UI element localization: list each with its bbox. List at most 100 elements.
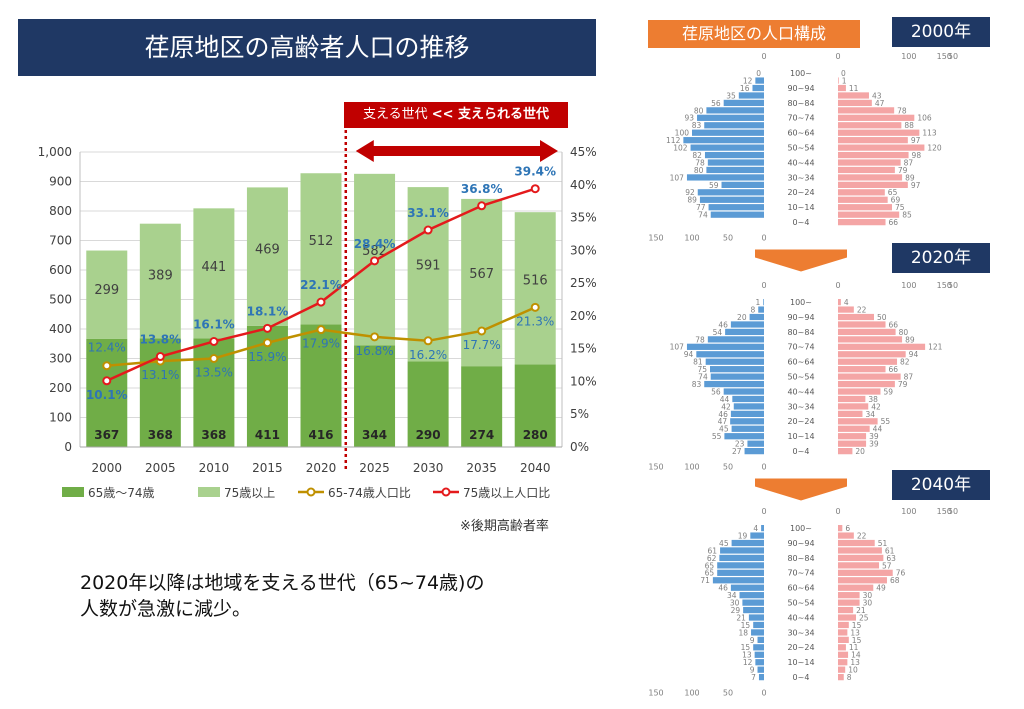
- male-value: 55: [712, 432, 722, 441]
- bar-65-74: [86, 338, 128, 447]
- bar-label-75-plus: 512: [309, 234, 334, 249]
- male-bar: [744, 448, 764, 455]
- male-bar: [717, 569, 764, 576]
- male-value: 78: [695, 158, 705, 167]
- red-point: [262, 323, 272, 333]
- y2-tick-label: 15%: [570, 342, 597, 356]
- female-value: 6: [845, 524, 850, 533]
- bar-label-75-plus: 591: [416, 259, 441, 274]
- red-data-label: 18.1%: [247, 304, 289, 318]
- pyramid-axis-tick: 0: [761, 281, 766, 290]
- age-group-label: 50~54: [787, 144, 814, 153]
- male-value: 107: [670, 173, 685, 182]
- female-bar: [838, 211, 900, 218]
- female-value: 94: [909, 350, 919, 359]
- female-value: 79: [898, 166, 908, 175]
- male-value: 81: [693, 358, 703, 367]
- pyramid-axis-tick: 50: [948, 281, 958, 290]
- female-bar: [838, 92, 869, 99]
- male-bar: [730, 418, 764, 425]
- female-bar: [838, 77, 839, 84]
- female-value: 13: [850, 658, 860, 667]
- red-data-label: 10.1%: [86, 388, 128, 402]
- female-value: 30: [863, 591, 873, 600]
- male-bar: [730, 584, 764, 591]
- female-value: 22: [857, 531, 867, 540]
- gold-data-label: 13.1%: [141, 368, 179, 382]
- y-tick-label: 700: [49, 234, 72, 248]
- age-group-label: 20~24: [787, 643, 814, 652]
- pyramid-axis-tick: 0: [761, 507, 766, 516]
- bar-label-65-74: 416: [308, 428, 333, 442]
- female-value: 88: [904, 121, 914, 130]
- female-value: 42: [871, 402, 881, 411]
- female-value: 14: [851, 651, 861, 660]
- pyramid-axis-tick: 0: [835, 52, 840, 61]
- female-value: 11: [849, 643, 859, 652]
- male-bar: [683, 137, 764, 144]
- year-badge-2000: 2000年: [892, 17, 990, 47]
- male-value: 56: [711, 99, 721, 108]
- age-group-label: 70~74: [787, 343, 814, 352]
- pyramid-axis-tick: 100: [901, 507, 916, 516]
- male-value: 27: [732, 447, 742, 456]
- age-group-label: 10~14: [787, 203, 814, 212]
- male-value: 74: [698, 211, 708, 220]
- female-value: 49: [876, 584, 886, 593]
- female-value: 21: [856, 606, 866, 615]
- female-value: 0: [841, 69, 846, 78]
- female-bar: [838, 395, 866, 403]
- red-point: [423, 225, 433, 235]
- pyramid-axis-tick: 0: [835, 281, 840, 290]
- female-bar: [838, 584, 874, 591]
- male-bar: [738, 92, 764, 99]
- age-group-label: 40~44: [787, 613, 814, 622]
- male-bar: [704, 122, 764, 129]
- pyramid-axis-tick: 100: [684, 233, 699, 242]
- pyramid-axis-tick: 0: [761, 462, 766, 471]
- female-value: 59: [883, 387, 893, 396]
- pyramid-axis-tick: 100: [901, 52, 916, 61]
- male-bar: [707, 159, 764, 166]
- pyramid-axis-tick: 150: [648, 233, 663, 242]
- male-value: 62: [707, 554, 717, 563]
- male-value: 15: [741, 621, 751, 630]
- pyramid-title: 荏原地区の人口構成: [648, 20, 860, 48]
- age-group-label: 20~24: [787, 188, 814, 197]
- female-bar: [838, 321, 886, 328]
- male-value: 13: [742, 651, 752, 660]
- male-value: 44: [720, 395, 730, 404]
- female-value: 65: [888, 188, 898, 197]
- bar-label-75-plus: 469: [255, 243, 280, 258]
- male-value: 7: [751, 673, 756, 682]
- female-bar: [838, 651, 849, 658]
- red-data-label: 36.8%: [461, 182, 503, 196]
- male-bar: [697, 189, 764, 196]
- male-value: 65: [705, 561, 715, 570]
- age-group-label: 80~84: [787, 99, 814, 108]
- female-bar: [838, 388, 881, 395]
- female-bar: [838, 554, 884, 562]
- gold-point: [262, 338, 272, 348]
- gold-data-label: 16.2%: [409, 348, 447, 362]
- female-bar: [838, 569, 893, 576]
- bar-75-plus: [193, 208, 235, 339]
- female-bar: [838, 539, 875, 547]
- male-bar: [705, 358, 764, 365]
- red-point: [477, 201, 487, 211]
- female-value: 76: [896, 569, 906, 578]
- male-bar: [757, 636, 764, 643]
- female-bar: [838, 174, 903, 181]
- female-value: 80: [899, 328, 909, 337]
- male-bar: [707, 336, 764, 343]
- male-bar: [710, 211, 764, 218]
- male-bar: [742, 599, 764, 606]
- age-group-label: 40~44: [787, 387, 814, 396]
- female-value: 87: [904, 373, 914, 382]
- male-value: 77: [696, 203, 706, 212]
- gold-data-label: 16.8%: [355, 344, 393, 358]
- female-bar: [838, 562, 880, 569]
- age-group-label: 30~34: [787, 402, 814, 411]
- gold-data-label: 21.3%: [516, 314, 554, 328]
